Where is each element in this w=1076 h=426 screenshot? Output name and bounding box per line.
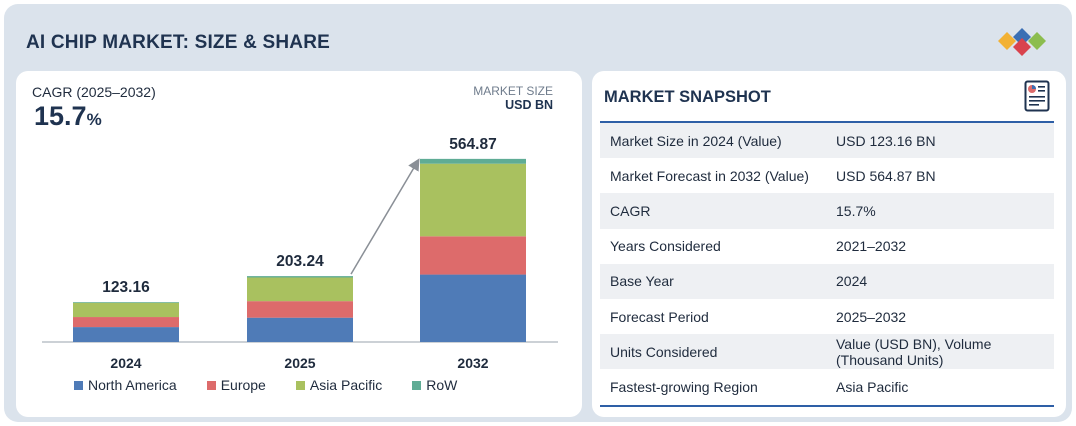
snapshot-row-key: Market Size in 2024 (Value) — [610, 132, 782, 149]
snapshot-title: MARKET SNAPSHOT — [604, 88, 771, 106]
snapshot-row-value: USD 564.87 BN — [836, 167, 936, 184]
snapshot-row: Years Considered 2021–2032 — [600, 229, 1054, 264]
snapshot-row-key: Forecast Period — [610, 308, 709, 325]
cagr-number: 15.7 — [34, 101, 87, 131]
stacked-bar-chart: 123.16 2024 203.24 2025 564.87 2032 — [42, 136, 558, 371]
chart-card: CAGR (2025–2032) 15.7% MARKET SIZE USD B… — [16, 71, 582, 417]
snapshot-row-value: 2025–2032 — [836, 308, 907, 325]
legend-swatch — [74, 380, 83, 390]
chart-legend: North America Europe Asia Pacific RoW — [74, 377, 487, 393]
snapshot-row-key: Units Considered — [610, 343, 718, 360]
snapshot-row-value: USD 123.16 BN — [836, 132, 936, 149]
snapshot-row: Units Considered Value (USD BN), Volume (… — [600, 334, 1054, 370]
bar-segment-europe-2025 — [247, 301, 353, 318]
bar-segment-asia-pacific-2032 — [420, 163, 526, 237]
legend-label: North America — [88, 377, 177, 393]
legend-swatch — [206, 380, 216, 390]
growth-arrow — [350, 158, 420, 275]
bar-segment-north-america-2025 — [247, 317, 353, 342]
snapshot-row: Forecast Period 2025–2032 — [600, 299, 1054, 334]
legend-item-row: RoW — [412, 377, 457, 393]
legend-swatch — [295, 380, 305, 390]
snapshot-row: Fastest-growing Region Asia Pacific — [600, 369, 1054, 404]
snapshot-row-value: 2024 — [836, 273, 868, 290]
legend-item-europe: Europe — [206, 377, 266, 393]
legend-item-north-america: North America — [74, 377, 177, 393]
x-tick-label-2025: 2025 — [284, 355, 315, 371]
snapshot-row-value: Value (USD BN), Volume (Thousand Units) — [836, 335, 992, 368]
cagr-unit: % — [86, 110, 102, 129]
snapshot-row-key: Base Year — [610, 273, 674, 290]
legend-swatch — [412, 380, 422, 390]
snapshot-row-value: Asia Pacific — [836, 378, 909, 395]
market-size-unit: USD BN — [505, 98, 553, 112]
snapshot-row: Market Forecast in 2032 (Value) USD 564.8… — [600, 158, 1054, 193]
snapshot-row-value: 15.7% — [836, 202, 876, 219]
cagr-label: CAGR (2025–2032) — [32, 84, 156, 100]
bar-segment-north-america-2032 — [420, 274, 526, 342]
snapshot-card: MARKET SNAPSHOT Market Size in 2024 (Val… — [592, 71, 1066, 417]
bar-segment-row-2032 — [420, 158, 526, 164]
bar-segment-row-2025 — [247, 276, 353, 278]
bar-segment-north-america-2024 — [73, 327, 179, 342]
page-title: AI CHIP MARKET: SIZE & SHARE — [26, 32, 330, 53]
logo-diamonds-icon — [998, 28, 1046, 56]
snapshot-top-rule — [600, 121, 1054, 123]
bar-segment-asia-pacific-2025 — [247, 277, 353, 302]
total-label-2032: 564.87 — [449, 136, 496, 153]
snapshot-table: Market Size in 2024 (Value) USD 123.16 BN… — [600, 123, 1054, 405]
snapshot-row-key: CAGR — [610, 202, 651, 219]
report-icon — [1024, 80, 1050, 112]
snapshot-row: Market Size in 2024 (Value) USD 123.16 BN — [600, 123, 1054, 159]
legend-label: Europe — [220, 377, 266, 393]
snapshot-row-key: Years Considered — [610, 238, 721, 255]
legend-label: RoW — [426, 377, 458, 393]
cagr-value: 15.7% — [34, 101, 102, 132]
legend-item-asia-pacific: Asia Pacific — [295, 377, 383, 393]
x-tick-label-2032: 2032 — [457, 355, 488, 371]
snapshot-row: CAGR 15.7% — [600, 193, 1054, 229]
snapshot-row-key: Fastest-growing Region — [610, 378, 758, 395]
snapshot-row-key: Market Forecast in 2032 (Value) — [610, 167, 809, 184]
bar-segment-asia-pacific-2024 — [73, 302, 179, 318]
legend-label: Asia Pacific — [309, 377, 383, 393]
snapshot-bottom-rule — [600, 405, 1054, 407]
total-label-2025: 203.24 — [276, 253, 324, 270]
bar-segment-europe-2024 — [73, 317, 179, 328]
bar-segment-row-2024 — [73, 302, 179, 303]
x-tick-label-2024: 2024 — [110, 355, 141, 371]
market-size-label: MARKET SIZE — [473, 84, 553, 98]
infographic-frame: AI CHIP MARKET: SIZE & SHARE CAGR (2025–… — [4, 4, 1072, 422]
snapshot-row-value: 2021–2032 — [836, 238, 907, 255]
snapshot-row: Base Year 2024 — [600, 263, 1054, 299]
bar-segment-europe-2032 — [420, 236, 526, 275]
total-label-2024: 123.16 — [102, 279, 150, 296]
